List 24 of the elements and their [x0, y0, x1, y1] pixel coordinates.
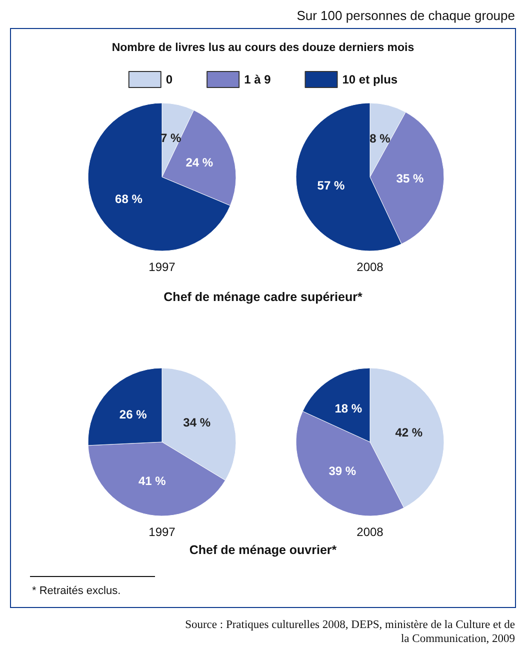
legend-label: 1 à 9: [244, 72, 272, 86]
text: 2008: [356, 525, 384, 539]
data-label: 42 %: [395, 426, 423, 440]
data-label: 8 %: [370, 131, 391, 146]
text: Sur 100 personnes de chaque groupe: [296, 8, 515, 23]
source-note: Source : Pratiques culturelles 2008, DEPS, ministère de la Culture et de la Communication, 2009: [184, 618, 515, 646]
data-label: 41 %: [138, 474, 166, 488]
text: 1997: [148, 525, 176, 539]
text: * Retraités exclus.: [32, 585, 121, 597]
text: Chef de ménage ouvrier*: [188, 543, 338, 557]
data-label: 35 %: [396, 171, 424, 186]
legend-label: 0: [166, 72, 173, 86]
data-label: 57 %: [317, 178, 345, 193]
text: Nombre de livres lus au cours des douze derniers mois: [110, 42, 416, 54]
legend-label: 10 et plus: [342, 72, 398, 86]
data-label: 18 %: [334, 401, 362, 416]
data-label: 39 %: [328, 464, 356, 478]
text: Chef de ménage cadre supérieur*: [162, 290, 364, 304]
data-label: 24 %: [186, 156, 214, 170]
data-label: 34 %: [183, 415, 211, 430]
text: 1997: [148, 260, 176, 274]
data-label: 68 %: [115, 192, 143, 206]
text: 2008: [356, 260, 384, 274]
data-label: 26 %: [119, 407, 148, 422]
